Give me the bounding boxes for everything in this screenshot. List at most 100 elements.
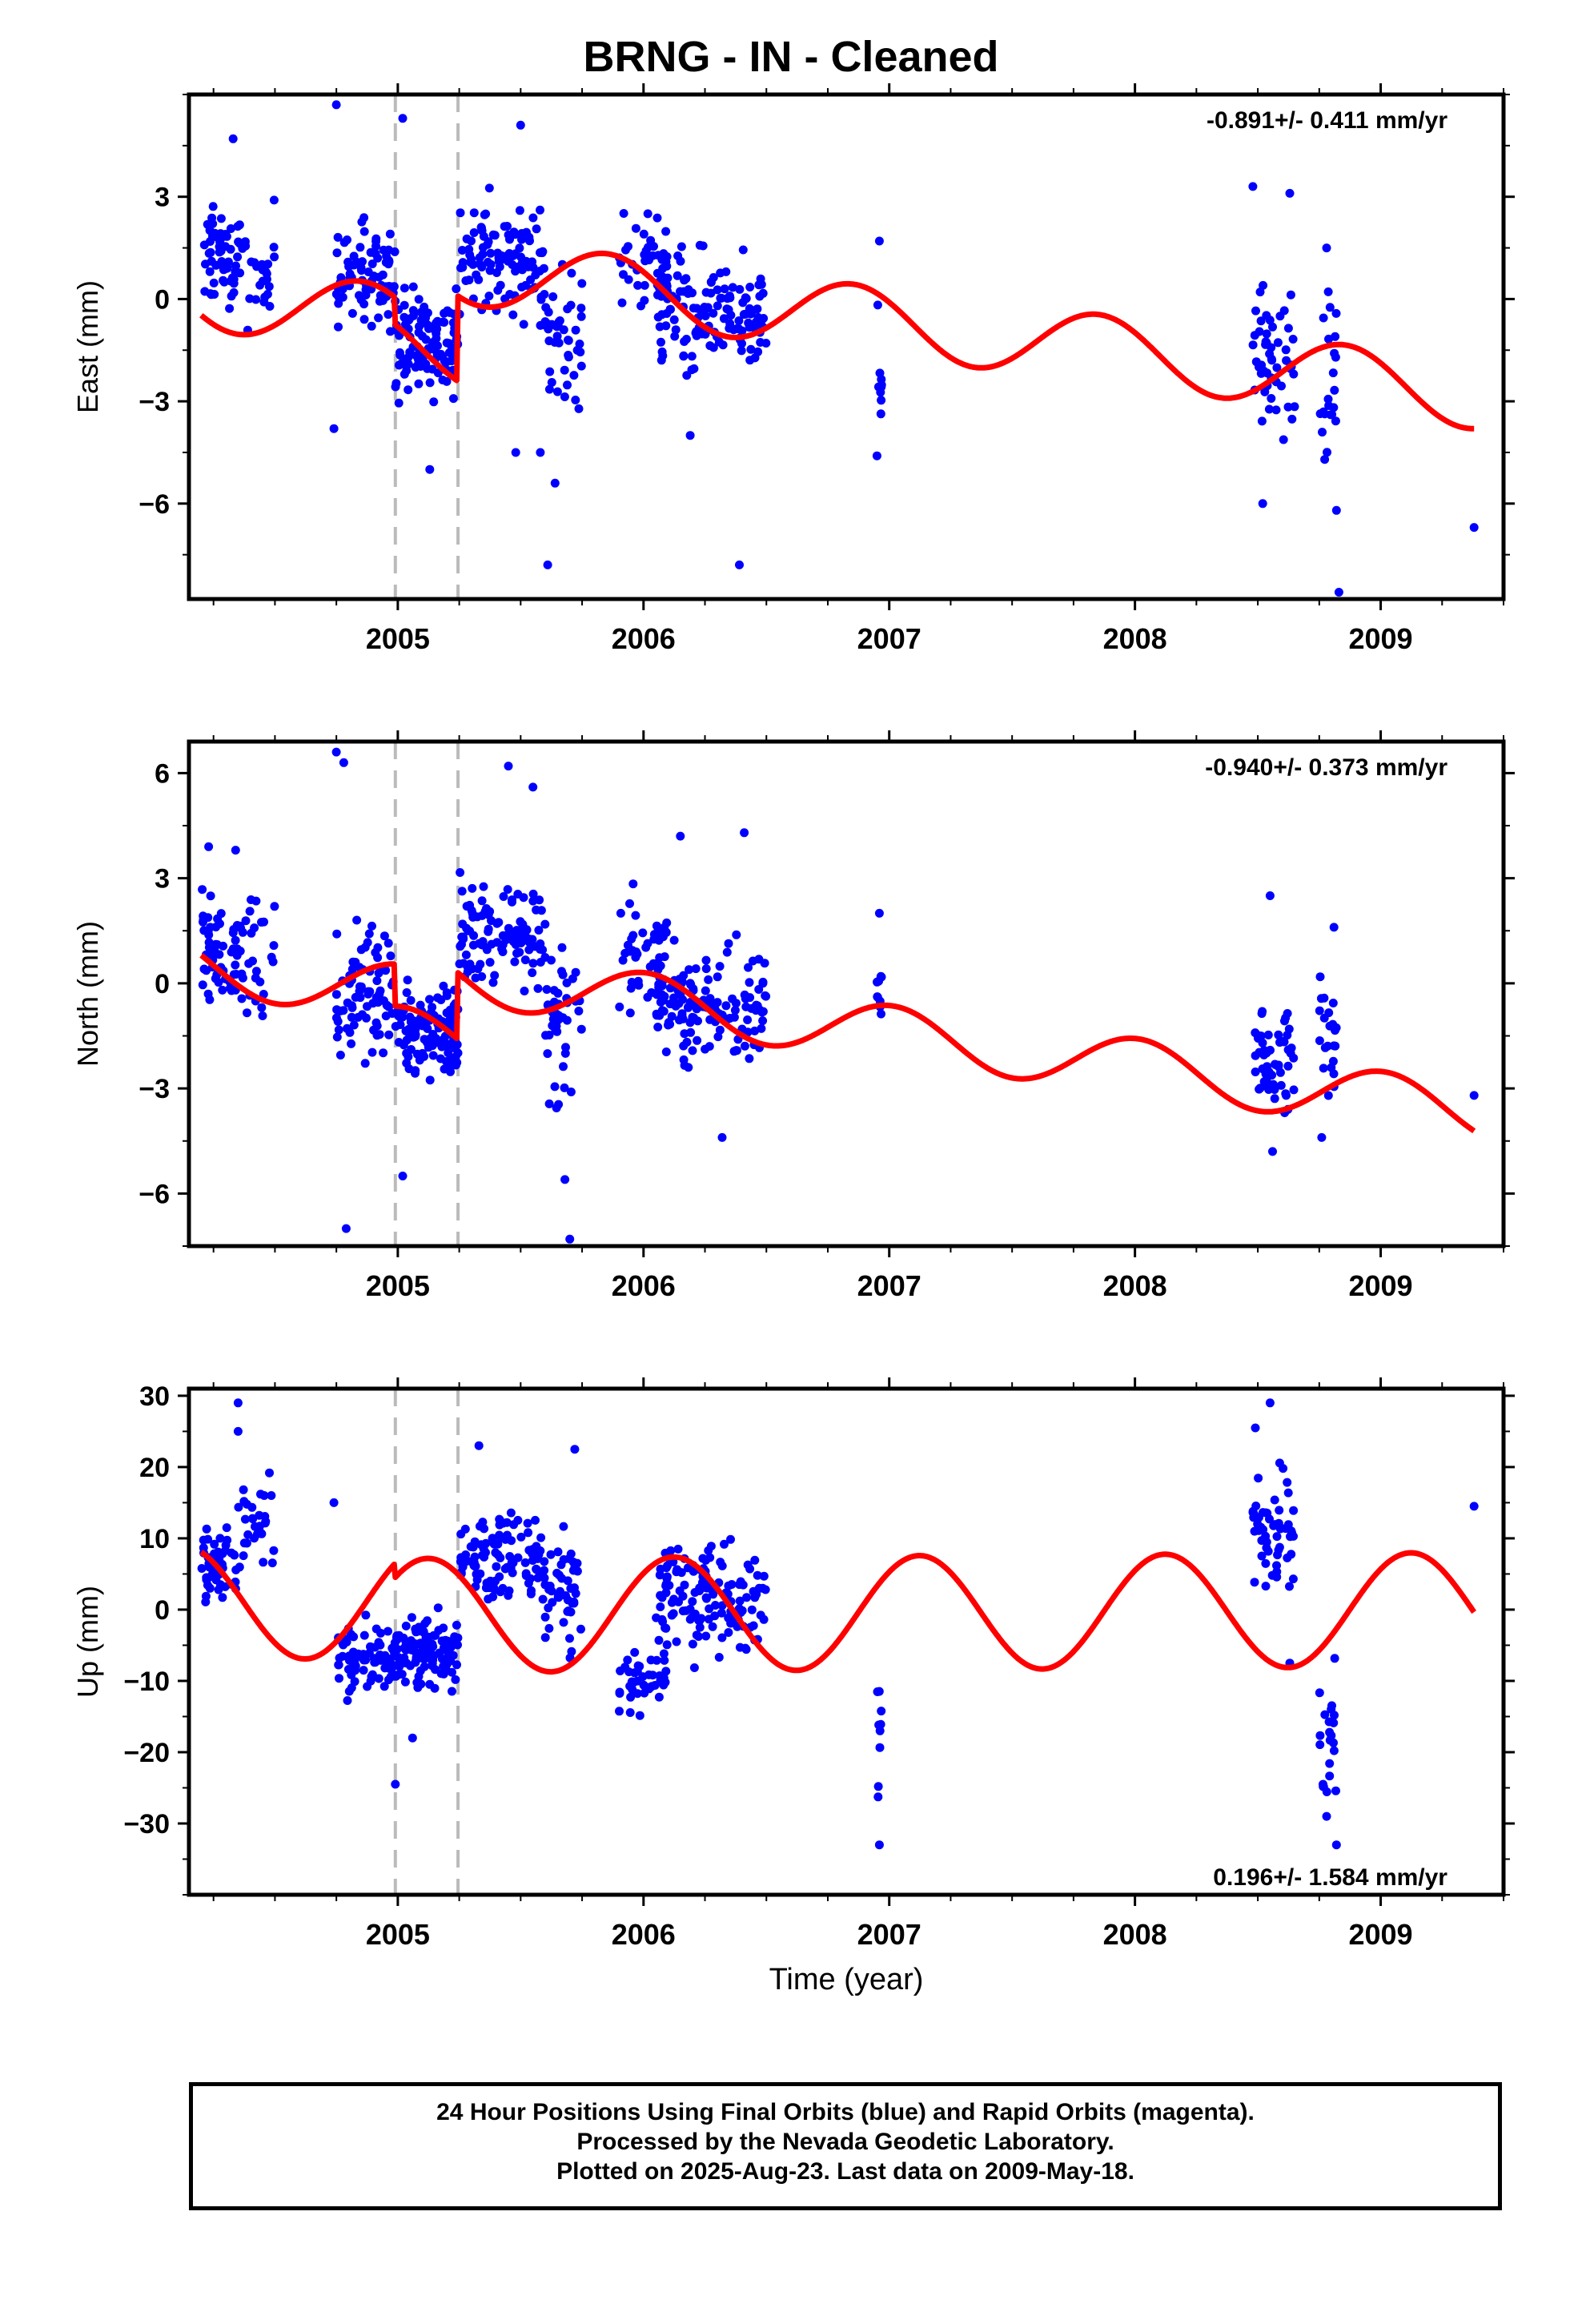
data-point <box>201 1591 211 1601</box>
data-point <box>204 842 214 851</box>
data-point <box>562 978 572 987</box>
data-point <box>1323 287 1333 296</box>
data-point <box>269 1546 279 1555</box>
data-point <box>469 912 479 922</box>
data-point <box>670 332 680 341</box>
data-point <box>552 1568 562 1578</box>
data-point <box>745 283 755 292</box>
model-curve <box>199 250 1476 432</box>
data-point <box>423 320 432 329</box>
data-point <box>640 280 649 290</box>
data-point <box>576 304 586 313</box>
data-point <box>533 1554 543 1563</box>
data-point <box>701 287 711 297</box>
data-point <box>455 959 464 969</box>
data-point <box>265 1468 274 1478</box>
data-point <box>335 1674 343 1683</box>
data-point <box>1275 1506 1284 1515</box>
data-point <box>332 1032 342 1042</box>
data-point <box>408 1733 417 1743</box>
data-point <box>516 120 525 130</box>
data-point <box>559 1062 568 1072</box>
data-point <box>745 993 755 1003</box>
data-point <box>652 1613 661 1622</box>
data-point <box>545 367 555 376</box>
data-point <box>418 359 428 368</box>
data-point <box>723 294 732 304</box>
data-point <box>394 1038 404 1047</box>
data-point <box>433 341 442 351</box>
data-point <box>356 945 366 955</box>
data-point <box>367 259 377 268</box>
data-point <box>515 206 524 215</box>
data-point <box>523 1518 532 1528</box>
data-point <box>500 222 509 231</box>
x-tick-label: 2009 <box>1348 622 1412 655</box>
data-point <box>519 893 528 903</box>
data-point <box>459 934 468 943</box>
data-point <box>749 1586 758 1596</box>
data-point <box>671 1001 681 1011</box>
data-point <box>620 948 630 958</box>
data-point <box>761 1585 770 1594</box>
data-point <box>461 950 471 959</box>
data-point <box>564 1606 573 1615</box>
data-point <box>876 971 885 981</box>
y-tick-label: 20 <box>139 1453 170 1483</box>
x-axis-label: Time (year) <box>769 1963 924 1996</box>
data-point <box>1325 1759 1335 1768</box>
data-point <box>428 1051 438 1060</box>
data-point <box>720 284 729 294</box>
data-point <box>498 947 508 956</box>
data-point <box>688 1046 697 1055</box>
data-point <box>500 1564 510 1574</box>
data-point <box>559 325 568 335</box>
data-point <box>247 928 256 938</box>
data-point <box>270 252 279 262</box>
data-point <box>873 1792 883 1802</box>
data-point <box>476 223 486 232</box>
y-tick-label: 0 <box>155 1595 170 1626</box>
data-point <box>1317 1132 1327 1142</box>
data-point <box>385 229 395 239</box>
data-point <box>207 290 216 300</box>
x-tick-label: 2007 <box>857 1269 921 1302</box>
data-point <box>363 989 373 999</box>
data-point <box>656 356 666 365</box>
data-point <box>576 1024 586 1034</box>
data-point <box>726 1534 735 1544</box>
data-point <box>692 331 701 340</box>
data-point <box>653 965 663 975</box>
data-point <box>485 958 495 967</box>
data-point <box>508 310 518 320</box>
data-point <box>516 1532 526 1542</box>
data-point <box>475 253 484 263</box>
data-point <box>728 283 737 292</box>
data-point <box>544 324 553 334</box>
data-point <box>701 955 711 965</box>
data-point <box>735 560 744 569</box>
data-point <box>679 1055 689 1064</box>
data-point <box>1255 1084 1265 1093</box>
plot-area <box>197 1389 1479 1895</box>
data-point <box>395 348 404 357</box>
data-point <box>356 295 366 304</box>
data-point <box>713 301 722 311</box>
data-point <box>468 883 477 893</box>
data-point <box>678 1591 688 1601</box>
data-point <box>632 1667 642 1676</box>
data-point <box>1251 1423 1260 1433</box>
data-point <box>717 1561 727 1570</box>
data-point <box>376 1628 385 1638</box>
data-point <box>667 1610 677 1620</box>
data-point <box>261 267 271 277</box>
data-point <box>490 231 500 240</box>
plot-area <box>198 742 1479 1246</box>
data-point <box>744 318 753 328</box>
data-point <box>333 232 343 242</box>
data-point <box>511 448 520 457</box>
data-point <box>1289 1506 1299 1515</box>
data-point <box>535 895 544 905</box>
data-point <box>206 891 215 901</box>
data-point <box>655 1570 665 1580</box>
